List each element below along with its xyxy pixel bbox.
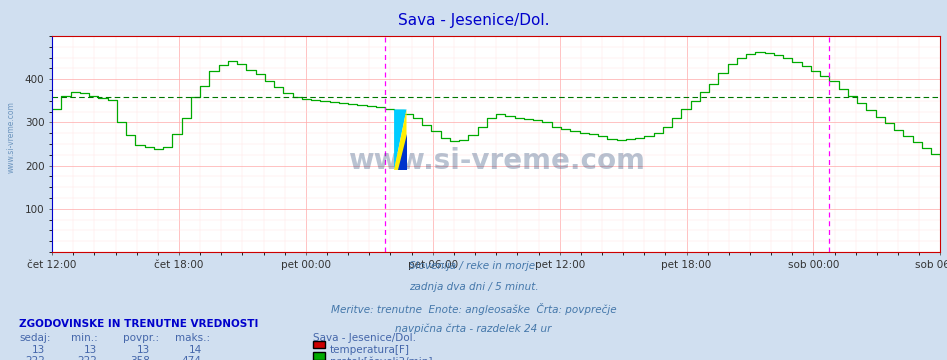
Text: 222: 222 bbox=[26, 356, 45, 360]
Text: maks.:: maks.: bbox=[175, 333, 210, 343]
Text: Meritve: trenutne  Enote: angleosaške  Črta: povprečje: Meritve: trenutne Enote: angleosaške Črt… bbox=[331, 303, 616, 315]
Text: 13: 13 bbox=[136, 345, 150, 355]
Text: ZGODOVINSKE IN TRENUTNE VREDNOSTI: ZGODOVINSKE IN TRENUTNE VREDNOSTI bbox=[19, 319, 259, 329]
Text: Sava - Jesenice/Dol.: Sava - Jesenice/Dol. bbox=[398, 13, 549, 28]
Text: 222: 222 bbox=[78, 356, 98, 360]
Text: www.si-vreme.com: www.si-vreme.com bbox=[348, 147, 645, 175]
Text: 358: 358 bbox=[130, 356, 150, 360]
Text: pretok[čevelj3/min]: pretok[čevelj3/min] bbox=[330, 356, 432, 360]
Text: Sava - Jesenice/Dol.: Sava - Jesenice/Dol. bbox=[313, 333, 416, 343]
Text: Slovenija / reke in morje.: Slovenija / reke in morje. bbox=[409, 261, 538, 271]
Text: www.si-vreme.com: www.si-vreme.com bbox=[7, 101, 16, 173]
Text: min.:: min.: bbox=[71, 333, 98, 343]
Text: sedaj:: sedaj: bbox=[19, 333, 50, 343]
Text: 14: 14 bbox=[188, 345, 202, 355]
Text: 13: 13 bbox=[32, 345, 45, 355]
Polygon shape bbox=[394, 109, 406, 170]
Polygon shape bbox=[394, 109, 406, 170]
Text: povpr.:: povpr.: bbox=[123, 333, 159, 343]
Polygon shape bbox=[398, 134, 406, 170]
Text: navpična črta - razdelek 24 ur: navpična črta - razdelek 24 ur bbox=[395, 324, 552, 334]
Text: zadnja dva dni / 5 minut.: zadnja dva dni / 5 minut. bbox=[409, 282, 538, 292]
Text: 13: 13 bbox=[84, 345, 98, 355]
Text: temperatura[F]: temperatura[F] bbox=[330, 345, 409, 355]
Text: 474: 474 bbox=[182, 356, 202, 360]
